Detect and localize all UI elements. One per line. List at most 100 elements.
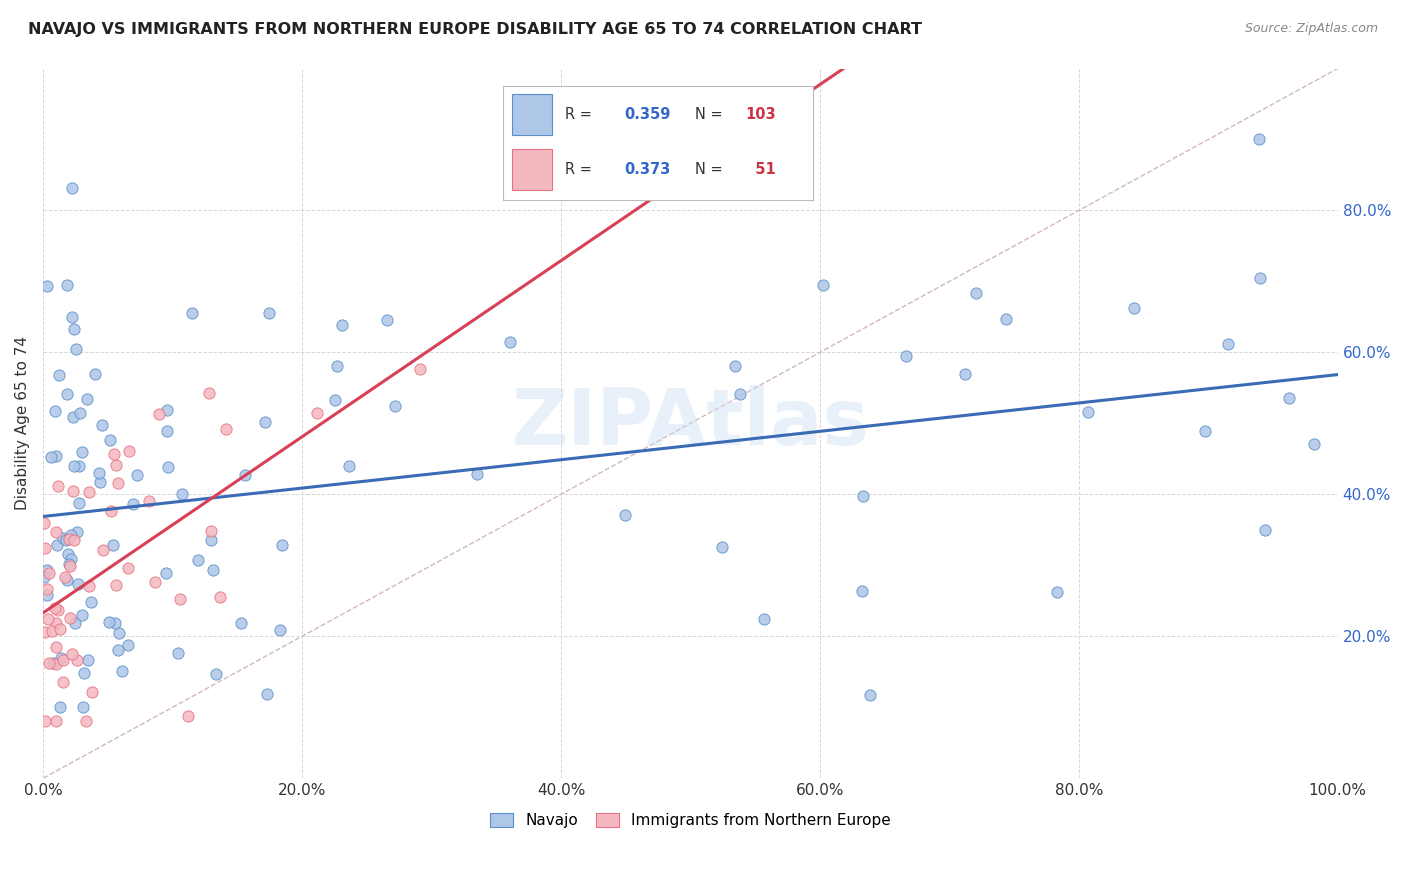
Point [45, 640, 67, 654]
Point [80, 595, 103, 609]
Point [84, 367, 107, 381]
Point [205, 667, 228, 681]
Point [62, 533, 84, 548]
Point [269, 624, 291, 638]
Point [208, 590, 231, 604]
Point [110, 664, 132, 678]
Point [305, 406, 328, 420]
Text: NAVAJO VS IMMIGRANTS FROM NORTHERN EUROPE DISABILITY AGE 65 TO 74 CORRELATION CH: NAVAJO VS IMMIGRANTS FROM NORTHERN EUROP… [28, 22, 922, 37]
Point [89, 475, 111, 489]
Point [45, 538, 67, 552]
Point [37, 612, 59, 626]
Point [44, 403, 66, 417]
Point [44, 600, 66, 615]
Point [253, 415, 276, 429]
Point [233, 467, 256, 482]
Point [91, 417, 114, 432]
Point [45, 657, 67, 671]
Point [63, 615, 86, 630]
Point [62, 483, 84, 498]
Y-axis label: Disability Age 65 to 74: Disability Age 65 to 74 [15, 336, 30, 510]
Point [811, 278, 834, 293]
Point [62, 409, 84, 424]
Point [384, 399, 406, 413]
Point [100, 504, 122, 518]
Point [77, 579, 100, 593]
Point [104, 616, 127, 631]
Point [37, 582, 59, 597]
Point [155, 566, 177, 581]
Point [408, 361, 430, 376]
Point [202, 563, 225, 577]
Point [67, 496, 90, 510]
Point [46, 603, 69, 617]
Point [67, 577, 90, 591]
Point [37, 279, 59, 293]
Point [73, 666, 96, 681]
Point [953, 367, 976, 381]
Point [711, 540, 734, 554]
Point [859, 688, 882, 702]
Point [107, 643, 129, 657]
Point [55, 533, 77, 548]
Point [101, 538, 124, 552]
Point [103, 447, 125, 461]
Point [1247, 132, 1270, 146]
Point [337, 459, 360, 474]
Point [728, 387, 751, 401]
Point [56, 547, 79, 561]
Point [56, 573, 79, 587]
Point [59, 559, 82, 574]
Point [1077, 404, 1099, 418]
Point [77, 653, 100, 667]
Point [45, 616, 67, 631]
Point [63, 458, 86, 473]
Point [98, 433, 121, 447]
Point [166, 646, 188, 660]
Point [894, 349, 917, 363]
Point [105, 578, 128, 592]
Point [56, 386, 79, 401]
Point [215, 422, 238, 436]
Point [80, 685, 103, 699]
Point [1046, 585, 1069, 599]
Point [995, 312, 1018, 326]
Point [60, 310, 83, 325]
Point [127, 468, 149, 483]
Point [34, 624, 56, 639]
Point [852, 489, 875, 503]
Point [138, 494, 160, 508]
Point [180, 306, 202, 320]
Point [75, 714, 97, 729]
Point [34, 516, 56, 530]
Point [59, 528, 82, 542]
Point [169, 591, 191, 606]
Point [52, 653, 75, 667]
Point [1303, 437, 1326, 451]
Point [67, 458, 90, 473]
Point [1123, 301, 1146, 315]
Point [256, 687, 278, 701]
Point [148, 407, 170, 421]
Point [1254, 523, 1277, 537]
Point [70, 445, 93, 459]
Point [122, 497, 145, 511]
Point [77, 484, 100, 499]
Point [38, 656, 60, 670]
Text: ZIPAtlas: ZIPAtlas [512, 385, 869, 461]
Point [65, 343, 87, 357]
Point [117, 639, 139, 653]
Point [98, 615, 121, 629]
Text: Source: ZipAtlas.com: Source: ZipAtlas.com [1244, 22, 1378, 36]
Point [323, 392, 346, 407]
Point [1216, 337, 1239, 351]
Point [467, 467, 489, 481]
Point [107, 476, 129, 491]
Point [49, 622, 72, 636]
Point [46, 478, 69, 492]
Point [104, 458, 127, 472]
Point [177, 709, 200, 723]
Point [614, 508, 637, 522]
Point [156, 425, 179, 439]
Point [117, 444, 139, 458]
